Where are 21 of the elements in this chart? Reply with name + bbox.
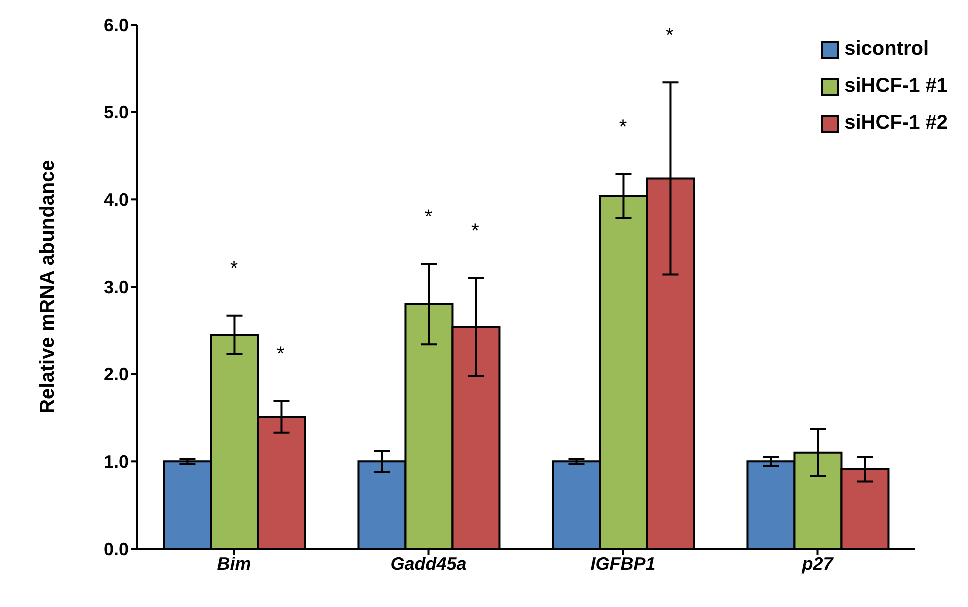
y-tick-label: 5.0 xyxy=(104,102,129,123)
x-tick-label: p27 xyxy=(801,554,834,574)
annotation: * xyxy=(619,116,628,139)
x-tick-label: IGFBP1 xyxy=(590,554,656,574)
annotation: * xyxy=(472,220,480,243)
y-tick-label: 6.0 xyxy=(104,15,129,36)
legend-label: sicontrol xyxy=(844,38,930,61)
y-tick-label: 0.0 xyxy=(104,539,129,560)
annotation: * xyxy=(424,206,433,229)
annotation: * xyxy=(230,258,238,280)
annotation: * xyxy=(277,344,286,366)
y-tick-label: 3.0 xyxy=(104,277,129,298)
y-tick-label: 2.0 xyxy=(104,364,129,385)
y-tick-label: 4.0 xyxy=(104,190,129,210)
y-tick-label: 1.0 xyxy=(104,452,129,472)
legend-label: siHCF-1 #2 xyxy=(844,112,948,135)
annotation: * xyxy=(666,24,674,47)
x-tick-label: Gadd45a xyxy=(390,554,467,574)
y-axis-title: Relative mRNA abundance xyxy=(37,160,60,414)
x-tick-label: Bim xyxy=(217,554,252,574)
legend-label: siHCF-1 #1 xyxy=(844,75,948,98)
